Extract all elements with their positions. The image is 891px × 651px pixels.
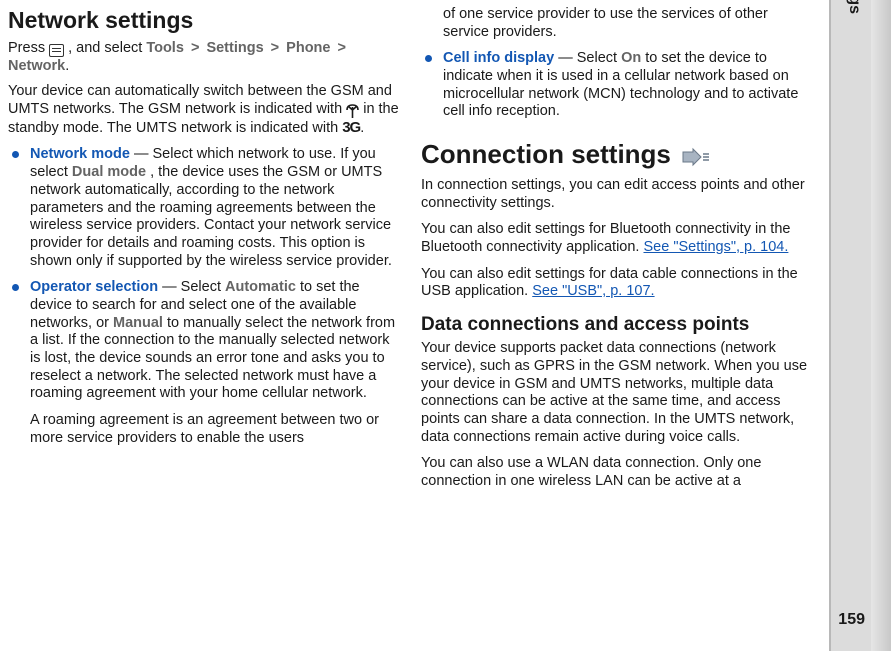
connection-icon bbox=[679, 144, 713, 166]
page: Network settings Press , and select Tool… bbox=[0, 0, 891, 651]
bullet-list-2: Cell info display — Select On to set the… bbox=[421, 50, 815, 121]
conn-p1: In connection settings, you can edit acc… bbox=[421, 177, 815, 212]
press-instruction: Press , and select Tools > Settings > Ph… bbox=[8, 40, 399, 75]
page-edge bbox=[871, 0, 891, 651]
conn-p2: You can also edit settings for Bluetooth… bbox=[421, 221, 815, 256]
term-network-mode: Network mode bbox=[30, 146, 130, 162]
term-manual: Manual bbox=[113, 315, 163, 331]
intro-paragraph: Your device can automatically switch bet… bbox=[8, 83, 399, 137]
menu-key-icon bbox=[49, 44, 64, 57]
bullet-icon bbox=[12, 151, 19, 158]
crumb-settings: Settings bbox=[206, 40, 263, 56]
link-usb-p107[interactable]: See "USB", p. 107. bbox=[532, 283, 654, 299]
heading-connection-text: Connection settings bbox=[421, 139, 671, 171]
intro-text-1: Your device can automatically switch bet… bbox=[8, 83, 392, 117]
list-item-network-mode: Network mode — Select which network to u… bbox=[8, 146, 399, 270]
term-operator-selection: Operator selection bbox=[30, 279, 158, 295]
term-cell-info: Cell info display bbox=[443, 50, 554, 66]
crumb-network: Network bbox=[8, 58, 65, 74]
conn-p3: You can also edit settings for data cabl… bbox=[421, 266, 815, 301]
heading-connection-settings: Connection settings bbox=[421, 139, 815, 171]
column-right: of one service provider to use the servi… bbox=[413, 0, 829, 651]
bullet-icon bbox=[425, 55, 432, 62]
roaming-continued: of one service provider to use the servi… bbox=[421, 6, 815, 41]
antenna-icon bbox=[346, 104, 359, 118]
crumb-tools: Tools bbox=[146, 40, 184, 56]
bullet-list: Network mode — Select which network to u… bbox=[8, 146, 399, 403]
heading-network-settings: Network settings bbox=[8, 6, 399, 34]
dc-p1: Your device supports packet data connect… bbox=[421, 340, 815, 446]
link-settings-p104[interactable]: See "Settings", p. 104. bbox=[643, 239, 788, 255]
press-text: Press bbox=[8, 40, 49, 56]
opsel-dash: — Select bbox=[162, 279, 225, 295]
term-on: On bbox=[621, 50, 641, 66]
cell-dash: — Select bbox=[558, 50, 621, 66]
and-select-text: , and select bbox=[68, 40, 146, 56]
3g-icon: 3G bbox=[342, 119, 360, 137]
sidebar-section-label: Settings bbox=[845, 0, 863, 14]
roaming-paragraph: A roaming agreement is an agreement betw… bbox=[8, 412, 399, 447]
crumb-phone: Phone bbox=[286, 40, 330, 56]
list-item-cell-info: Cell info display — Select On to set the… bbox=[421, 50, 815, 121]
term-automatic: Automatic bbox=[225, 279, 296, 295]
list-item-operator-selection: Operator selection — Select Automatic to… bbox=[8, 279, 399, 403]
crumb-sep: > bbox=[191, 40, 199, 56]
bullet-icon bbox=[12, 284, 19, 291]
period: . bbox=[360, 120, 364, 136]
term-dual-mode: Dual mode bbox=[72, 164, 146, 180]
page-number: 159 bbox=[838, 611, 865, 629]
crumb-sep: > bbox=[338, 40, 346, 56]
period: . bbox=[65, 58, 69, 74]
dc-p2: You can also use a WLAN data connection.… bbox=[421, 455, 815, 490]
page-sidebar: Settings 159 bbox=[829, 0, 871, 651]
crumb-sep: > bbox=[271, 40, 279, 56]
column-left: Network settings Press , and select Tool… bbox=[0, 0, 413, 651]
heading-data-connections: Data connections and access points bbox=[421, 313, 815, 336]
